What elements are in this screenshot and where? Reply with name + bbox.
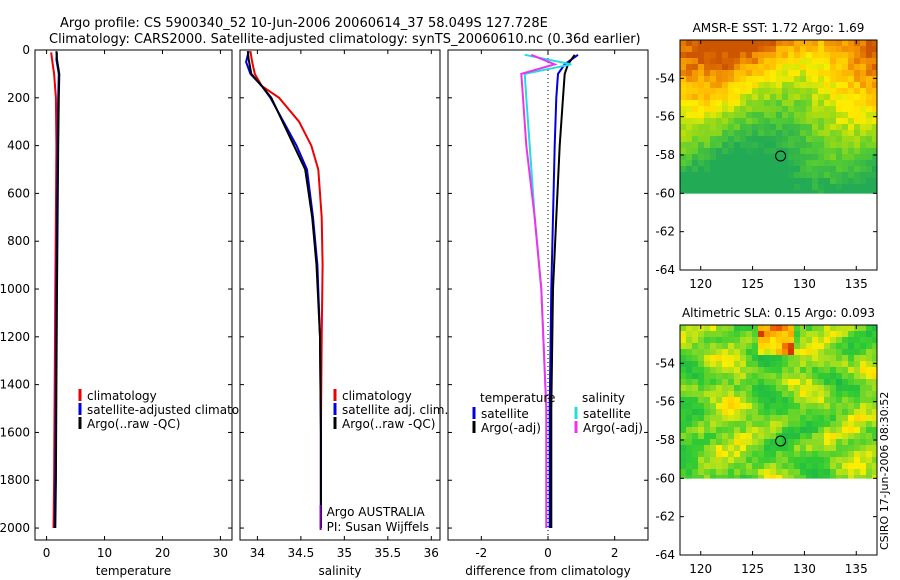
series-line <box>550 54 576 528</box>
sla-map-panel: 120 125 130 135 -54 -56 -58 -60 -62 -64 Altimetric… <box>655 306 878 576</box>
y-tick-label: -62 <box>655 510 675 524</box>
x-tick-label: 36 <box>424 546 439 560</box>
y-tick-label: -64 <box>655 263 675 277</box>
x-tick-label: 10 <box>97 546 112 560</box>
x-axis-label: temperature <box>96 564 171 578</box>
series-line <box>520 53 558 528</box>
legend-label: Argo(-adj) <box>481 421 541 435</box>
y-tick-label: 1800 <box>0 473 30 487</box>
sst-map-panel: 120 125 130 135 -54 -56 -58 -60 -62 -64 AMSR-E SST… <box>655 21 878 291</box>
annotation-label: PI: Susan Wijffels <box>327 520 429 534</box>
legend-label: satellite <box>481 407 529 421</box>
x-tick-label: 0 <box>544 546 552 560</box>
x-tick-label: 125 <box>741 277 764 291</box>
series-line <box>246 51 322 528</box>
y-tick-label: 800 <box>7 234 30 248</box>
x-tick-label: 35.5 <box>374 546 401 560</box>
x-tick-label: 34.5 <box>288 546 315 560</box>
series-line <box>54 51 61 529</box>
x-axis-label: salinity <box>318 564 361 578</box>
series-line <box>50 52 58 529</box>
x-tick-label: 30 <box>213 546 228 560</box>
y-tick-label: -60 <box>655 186 675 200</box>
x-tick-label: 135 <box>845 277 868 291</box>
heatmap-cells <box>680 325 878 479</box>
x-tick-label: 120 <box>689 562 712 576</box>
profile-location-marker <box>775 150 787 162</box>
y-tick-label: 200 <box>7 91 30 105</box>
temperature-panel: 0 10 20 30 0 200 400 600 800 1000 1200 1400 1600 1800… <box>0 43 265 578</box>
x-tick-label: 34 <box>250 546 265 560</box>
y-tick-label: -64 <box>655 548 675 562</box>
header-line-2: Climatology: CARS2000. Satellite-adjuste… <box>49 32 641 47</box>
difference-panel: -2 0 2 difference from climatology temperatu… <box>447 49 649 578</box>
legend-label: Argo(-adj) <box>583 421 643 435</box>
y-tick-label: 0 <box>22 43 30 57</box>
x-tick-label: 130 <box>793 562 816 576</box>
salinity-panel: 34 34.5 35 35.5 36 salinity climatologysatelli… <box>239 49 448 578</box>
legend-label: Argo(..raw -QC) <box>87 417 180 431</box>
x-tick-label: 135 <box>845 562 868 576</box>
x-tick-label: 20 <box>155 546 170 560</box>
x-tick-label: -2 <box>475 546 487 560</box>
y-tick-label: 2000 <box>0 521 30 535</box>
plot-frame <box>34 49 233 541</box>
legend-group-title: temperature <box>480 391 555 405</box>
legend-label: climatology <box>87 389 157 403</box>
x-tick-label: 130 <box>793 277 816 291</box>
legend-label: satellite-adjusted climatology <box>87 403 265 417</box>
y-tick-label: -54 <box>655 71 675 85</box>
annotation-label: Argo AUSTRALIA <box>327 505 426 519</box>
x-axis-label: difference from climatology <box>465 564 631 578</box>
y-tick-label: 1200 <box>0 330 30 344</box>
y-tick-label: 1000 <box>0 282 30 296</box>
series-line <box>548 53 579 528</box>
footer-timestamp: CSIRO 17-Jun-2006 08:30:52 <box>878 392 891 550</box>
series-line <box>249 51 324 528</box>
profile-location-marker <box>775 435 787 447</box>
plot-frame <box>239 49 441 541</box>
y-tick-label: 400 <box>7 139 30 153</box>
x-tick-label: 35 <box>337 546 352 560</box>
legend-label: Argo(..raw -QC) <box>342 417 435 431</box>
y-tick-label: 1400 <box>0 378 30 392</box>
legend-label: satellite adj. clim. <box>342 403 448 417</box>
y-tick-label: -54 <box>655 356 675 370</box>
y-tick-label: -62 <box>655 225 675 239</box>
legend-label: climatology <box>342 389 412 403</box>
heatmap-cells <box>680 40 878 194</box>
header-line-1: Argo profile: CS 5900340_52 10-Jun-2006 … <box>60 16 548 31</box>
y-tick-label: -58 <box>655 148 675 162</box>
x-tick-label: 2 <box>611 546 619 560</box>
map-title: AMSR-E SST: 1.72 Argo: 1.69 <box>693 21 865 35</box>
y-tick-label: 600 <box>7 186 30 200</box>
y-tick-label: -60 <box>655 471 675 485</box>
y-tick-label: 1600 <box>0 425 30 439</box>
map-title: Altimetric SLA: 0.15 Argo: 0.093 <box>682 306 875 320</box>
y-tick-label: -56 <box>655 395 675 409</box>
x-tick-label: 120 <box>689 277 712 291</box>
y-tick-label: -56 <box>655 110 675 124</box>
x-tick-label: 0 <box>43 546 51 560</box>
x-tick-label: 125 <box>741 562 764 576</box>
y-tick-label: -58 <box>655 433 675 447</box>
legend-group-title: salinity <box>582 391 625 405</box>
legend-label: satellite <box>583 407 631 421</box>
